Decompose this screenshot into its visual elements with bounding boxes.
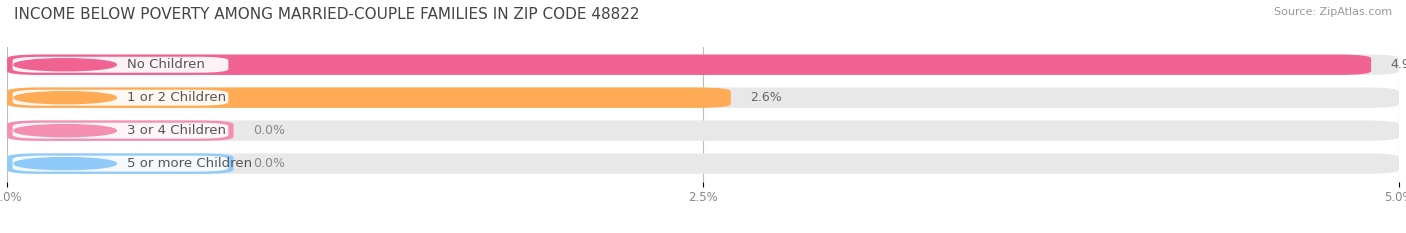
Text: 4.9%: 4.9% [1391,58,1406,71]
FancyBboxPatch shape [7,55,1371,75]
Circle shape [14,125,117,137]
Circle shape [14,59,117,71]
Text: No Children: No Children [128,58,205,71]
FancyBboxPatch shape [7,120,233,141]
FancyBboxPatch shape [7,55,1399,75]
FancyBboxPatch shape [7,153,1399,174]
Circle shape [14,92,117,104]
FancyBboxPatch shape [7,153,233,174]
Text: 2.6%: 2.6% [751,91,782,104]
FancyBboxPatch shape [7,120,1399,141]
Text: 0.0%: 0.0% [253,124,285,137]
Text: 0.0%: 0.0% [253,157,285,170]
Circle shape [14,158,117,170]
Text: 3 or 4 Children: 3 or 4 Children [128,124,226,137]
FancyBboxPatch shape [13,123,228,139]
FancyBboxPatch shape [7,87,1399,108]
Text: Source: ZipAtlas.com: Source: ZipAtlas.com [1274,7,1392,17]
FancyBboxPatch shape [7,87,731,108]
FancyBboxPatch shape [13,156,228,171]
Text: 5 or more Children: 5 or more Children [128,157,253,170]
Text: INCOME BELOW POVERTY AMONG MARRIED-COUPLE FAMILIES IN ZIP CODE 48822: INCOME BELOW POVERTY AMONG MARRIED-COUPL… [14,7,640,22]
Text: 1 or 2 Children: 1 or 2 Children [128,91,226,104]
FancyBboxPatch shape [13,57,228,73]
FancyBboxPatch shape [13,90,228,106]
